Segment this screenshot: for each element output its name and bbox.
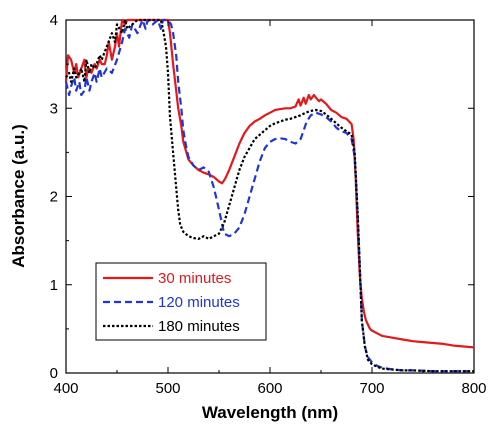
y-tick-label: 0 [50, 365, 58, 382]
x-tick-label: 600 [257, 380, 282, 397]
y-tick-label: 1 [50, 277, 58, 294]
legend-label-30-minutes: 30 minutes [158, 270, 231, 287]
series-layer [64, 18, 475, 373]
legend-box [95, 262, 267, 341]
tick-layer: 400 500 600 700 800 0 1 2 3 4 [50, 12, 487, 397]
x-tick-label: 800 [461, 380, 486, 397]
legend-label-180-minutes: 180 minutes [158, 318, 240, 335]
y-tick-label: 4 [50, 12, 58, 29]
x-tick-label: 400 [53, 380, 78, 397]
y-axis-title: Absorbance (a.u.) [9, 124, 28, 268]
series-line-180-minutes [65, 18, 474, 373]
y-tick-label: 2 [50, 189, 58, 206]
series-line-120-minutes [64, 18, 474, 373]
x-axis-title: Wavelength (nm) [202, 403, 338, 422]
legend-label-120-minutes: 120 minutes [158, 294, 240, 311]
legend: 30 minutes 120 minutes 180 minutes [95, 262, 267, 341]
x-tick-label: 700 [359, 380, 384, 397]
x-tick-label: 500 [155, 380, 180, 397]
y-tick-label: 3 [50, 100, 58, 117]
